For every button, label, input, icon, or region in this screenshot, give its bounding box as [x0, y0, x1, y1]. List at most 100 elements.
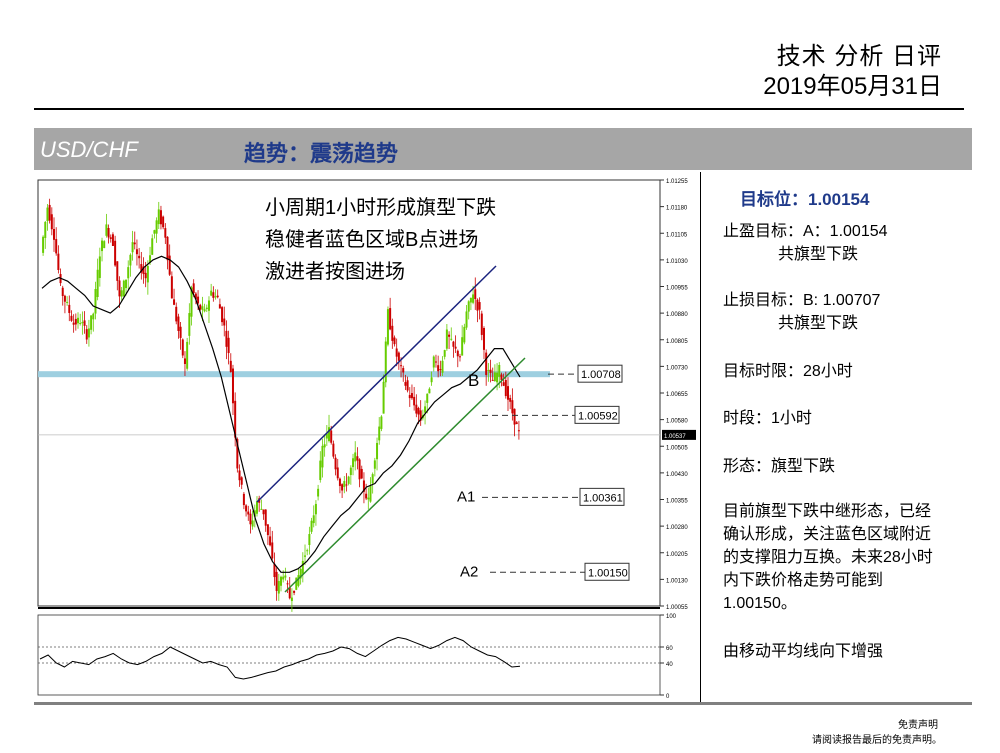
candle-body	[181, 339, 184, 356]
candle-body	[157, 209, 160, 225]
candle-body	[513, 408, 516, 425]
y-tick-label: 1.00505	[666, 445, 688, 451]
pattern: 形态：旗型下跌	[723, 458, 836, 475]
candle-body	[496, 372, 499, 383]
candle-body	[478, 302, 481, 310]
candle-body	[216, 295, 219, 298]
candle-body	[306, 550, 309, 552]
candle-body	[131, 242, 134, 253]
y-tick-label: 1.00430	[666, 472, 688, 478]
candle-body	[92, 313, 95, 320]
candle-body	[323, 444, 326, 448]
candle-body	[269, 536, 272, 546]
candle-body	[275, 571, 278, 591]
y-tick-label: 1.00880	[666, 312, 688, 318]
candle-body	[166, 236, 169, 261]
candle-body	[491, 379, 494, 381]
candle-body	[122, 280, 125, 297]
candle-body	[175, 306, 178, 322]
candle-body	[203, 309, 206, 312]
oscillator-tick-label: 0	[666, 694, 670, 700]
candle-body	[109, 237, 112, 239]
candle-body	[240, 477, 243, 485]
candle-body	[87, 328, 90, 338]
candle-body	[155, 220, 158, 234]
candle-body	[70, 315, 73, 321]
candle-body	[205, 307, 208, 309]
oscillator-frame	[37, 614, 661, 696]
take-profit-note: 共旗型下跌	[778, 246, 859, 263]
candle-body	[234, 400, 237, 438]
y-tick-label: 1.01105	[666, 232, 688, 238]
candle-body	[227, 337, 230, 354]
candle-body	[50, 214, 53, 230]
candle-body	[506, 386, 509, 400]
candle-body	[199, 304, 202, 310]
oscillator-tick-label: 60	[666, 646, 673, 652]
chart-sidebar-divider	[700, 172, 701, 702]
candle-body	[417, 407, 420, 415]
candle-body	[502, 382, 505, 386]
chart-annotation-line-3: 激进者按图进场	[265, 260, 405, 283]
candle-body	[517, 430, 520, 432]
moving-average-note: 由移动平均线向下增强	[723, 643, 884, 660]
candle-body	[434, 361, 437, 363]
candle-body	[487, 370, 490, 372]
candle-body	[365, 493, 368, 499]
current-price-label: 1.00537	[664, 434, 686, 440]
level-box	[577, 364, 623, 383]
candle-body	[369, 485, 372, 502]
candle-body	[103, 241, 106, 249]
candle-body	[164, 228, 167, 238]
candle-body	[231, 368, 234, 404]
take-profit-target: 止盈目标：A：1.00154	[723, 223, 888, 240]
level-label: A2	[460, 563, 478, 580]
candle-body	[467, 301, 470, 312]
candle-body	[118, 280, 121, 297]
candle-body	[107, 227, 110, 238]
candle-body	[85, 329, 88, 340]
candle-body	[146, 266, 149, 283]
candle-body	[153, 230, 156, 234]
candle-body	[432, 356, 435, 368]
candle-body	[474, 289, 477, 300]
candle-body	[404, 382, 407, 386]
candle-body	[489, 369, 492, 373]
candle-body	[229, 360, 232, 372]
candle-body	[135, 249, 138, 255]
candle-body	[343, 481, 346, 488]
candle-body	[456, 350, 459, 357]
candle-body	[378, 426, 381, 441]
candle-body	[149, 255, 152, 263]
description-line: 1.00150。	[723, 595, 797, 612]
candle-body	[389, 308, 392, 330]
candle-body	[61, 287, 64, 296]
candle-body	[362, 480, 365, 492]
candle-body	[500, 374, 503, 380]
candle-body	[458, 356, 461, 358]
candle-body	[53, 229, 56, 240]
candle-body	[441, 360, 444, 373]
candle-body	[162, 216, 165, 228]
candle-body	[179, 326, 182, 338]
candle-body	[395, 348, 398, 357]
candle-body	[266, 524, 269, 536]
candle-body	[450, 338, 453, 340]
y-tick-label: 1.00805	[666, 339, 688, 345]
candle-body	[415, 404, 418, 414]
candle-body	[356, 456, 359, 461]
candle-body	[310, 520, 313, 532]
candle-body	[308, 534, 311, 546]
candle-body	[367, 497, 370, 500]
candle-body	[207, 300, 210, 311]
candle-body	[504, 380, 507, 397]
candle-body	[138, 255, 141, 259]
y-tick-label: 1.01030	[666, 259, 688, 265]
target-level: 目标位：1.00154	[740, 190, 870, 209]
candle-body	[105, 224, 108, 236]
candle-body	[380, 416, 383, 429]
candle-body	[260, 508, 263, 510]
candle-body	[55, 239, 58, 254]
candle-body	[445, 329, 448, 349]
candle-body	[144, 272, 147, 279]
